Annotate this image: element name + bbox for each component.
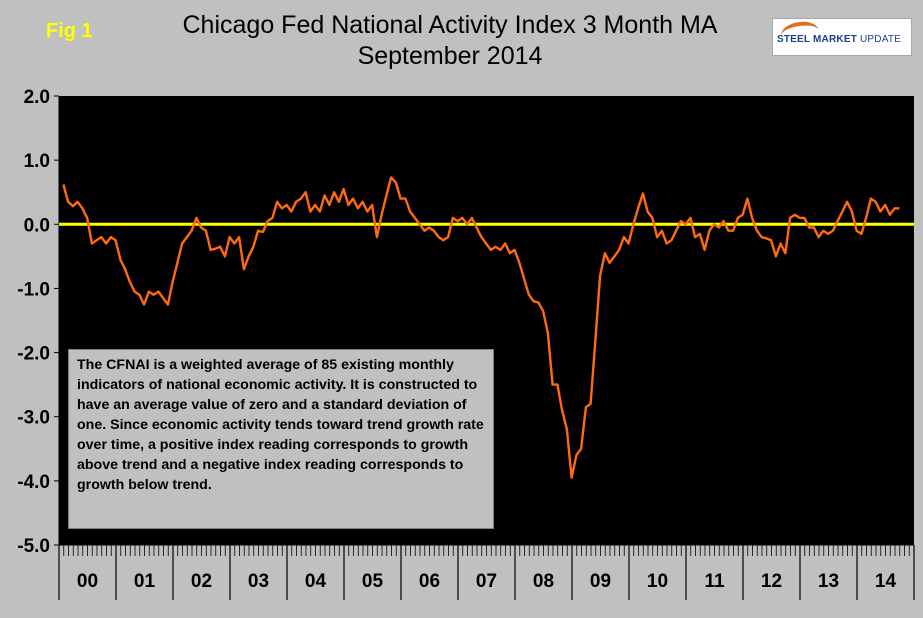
- x-year-label: 02: [191, 571, 212, 592]
- y-axis: 2.0 1.0 0.0 -1.0 -2.0 -3.0 -4.0 -5.0: [17, 87, 60, 557]
- logo-text: STEEL MARKET UPDATE: [777, 34, 901, 45]
- logo-text-bold: STEEL MARKET: [777, 34, 857, 45]
- figure-label: Fig 1: [46, 20, 93, 42]
- x-year-label: 12: [761, 571, 782, 592]
- x-year-label: 13: [818, 571, 839, 592]
- x-year-label: 14: [875, 571, 897, 592]
- y-tick-label: -3.0: [17, 408, 50, 429]
- x-year-label: 01: [134, 571, 156, 592]
- x-year-label: 07: [476, 571, 497, 592]
- cfnai-3mma-series-line: [62, 176, 900, 479]
- x-year-label: 06: [419, 571, 440, 592]
- x-axis: 00 01 02 03 04 05 06 07 08 09 10 11 12 13 14: [58, 544, 915, 600]
- x-year-label: 03: [248, 571, 269, 592]
- x-year-label: 08: [533, 571, 554, 592]
- y-tick-label: -4.0: [17, 472, 50, 493]
- y-tick-label: -5.0: [17, 536, 50, 557]
- chart-title: Chicago Fed National Activity Index 3 Mo…: [140, 10, 760, 72]
- y-tick-label: -2.0: [17, 344, 50, 365]
- x-year-label: 11: [704, 571, 725, 592]
- x-year-label: 09: [590, 571, 611, 592]
- y-tick-label: 1.0: [24, 151, 50, 172]
- y-tick-label: -1.0: [17, 279, 50, 300]
- x-year-label: 05: [362, 571, 384, 592]
- x-year-label: 04: [305, 571, 327, 592]
- annotation-box: The CFNAI is a weighted average of 85 ex…: [68, 349, 494, 529]
- chart-subtitle: September 2014: [357, 42, 543, 70]
- logo-text-light: UPDATE: [859, 34, 902, 45]
- x-year-label: 00: [77, 571, 98, 592]
- x-year-label: 10: [647, 571, 668, 592]
- y-tick-label: 2.0: [24, 87, 50, 108]
- y-tick-label: 0.0: [24, 215, 50, 236]
- chart-title-line-1: Chicago Fed National Activity Index 3 Mo…: [182, 11, 718, 39]
- steel-market-update-logo: STEEL MARKET UPDATE: [772, 18, 912, 56]
